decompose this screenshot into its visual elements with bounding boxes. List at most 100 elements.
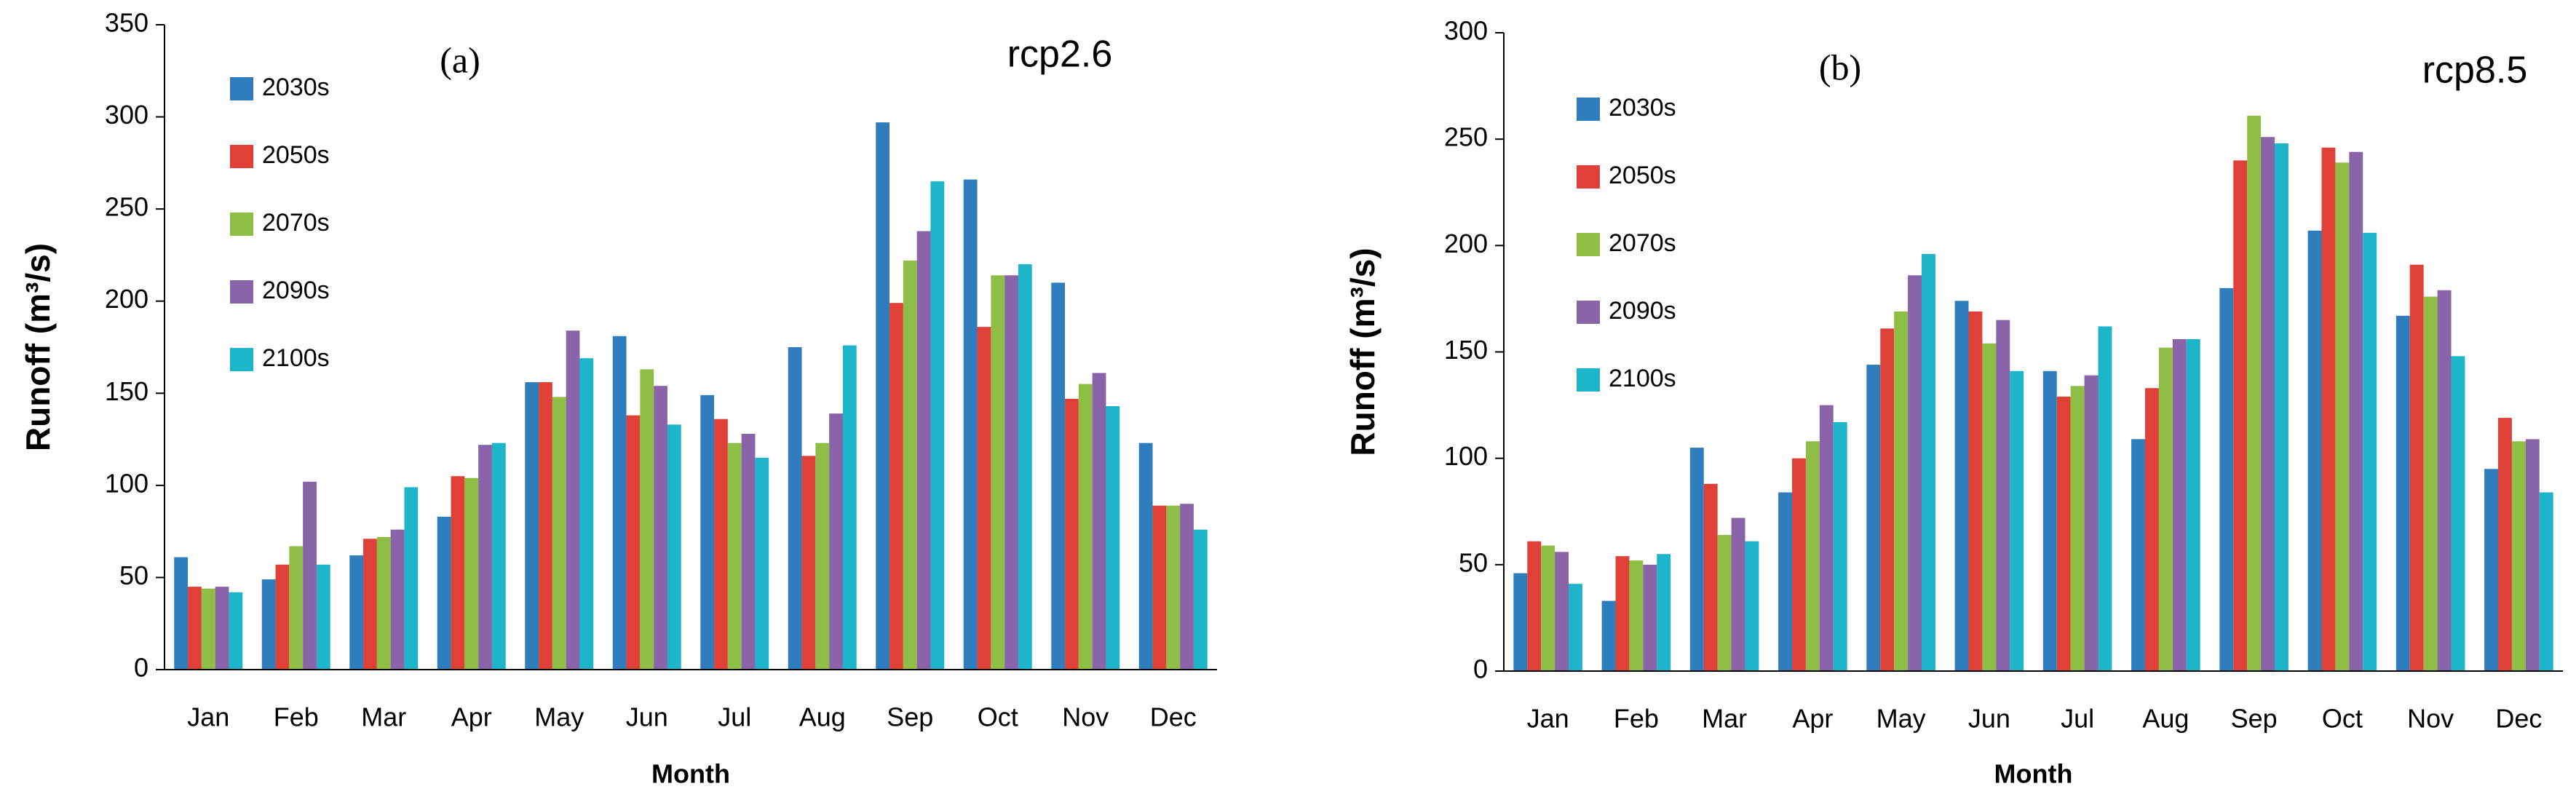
x-tick-label: Apr	[1792, 704, 1833, 734]
panel-label: (b)	[1819, 47, 1861, 87]
legend-label: 2100s	[262, 344, 330, 372]
bar	[215, 587, 229, 670]
y-axis-title: Runoff (m³/s)	[1344, 247, 1382, 456]
x-tick-label: Apr	[451, 702, 492, 732]
bar	[188, 587, 202, 670]
bar	[1866, 365, 1881, 671]
x-tick-label: Aug	[799, 702, 846, 732]
bar	[478, 445, 492, 670]
bar	[755, 457, 769, 670]
y-tick-label: 100	[1444, 441, 1488, 471]
bar	[525, 382, 539, 670]
bar	[1996, 320, 2010, 671]
x-tick-label: Jul	[2061, 704, 2094, 734]
bar	[1657, 554, 1671, 671]
x-tick-label: Jun	[626, 702, 668, 732]
legend-swatch	[1577, 98, 1600, 121]
bar	[349, 555, 364, 670]
bar	[1778, 492, 1793, 671]
bar	[2525, 439, 2540, 671]
bar	[1745, 541, 1759, 671]
bar	[2042, 370, 2057, 671]
x-tick-label: Mar	[361, 702, 406, 732]
bar	[2084, 375, 2099, 671]
bar	[700, 394, 715, 670]
bar	[1555, 552, 1569, 671]
bar	[2511, 441, 2526, 671]
legend-label: 2050s	[1609, 162, 1676, 189]
legend-swatch	[230, 280, 253, 304]
bar	[2219, 288, 2234, 671]
x-axis-title: Month	[1994, 759, 2073, 789]
bar	[2131, 439, 2146, 671]
bar	[2451, 356, 2465, 671]
bar	[303, 481, 317, 670]
bar	[1051, 282, 1066, 670]
panel-label: (a)	[440, 39, 480, 80]
y-tick-label: 50	[119, 560, 148, 590]
bar	[376, 536, 391, 670]
bar	[2010, 370, 2024, 671]
y-tick-label: 150	[1444, 335, 1488, 365]
x-tick-label: Aug	[2142, 704, 2189, 734]
bar	[889, 303, 903, 670]
chart-title: rcp8.5	[2422, 49, 2528, 92]
bar	[1982, 343, 1997, 671]
bar	[464, 477, 479, 670]
bar	[539, 382, 552, 670]
bar	[174, 557, 189, 670]
bar	[916, 231, 931, 670]
x-tick-label: Jun	[1968, 704, 2010, 734]
x-tick-label: Oct	[2322, 704, 2363, 734]
y-tick-label: 300	[1444, 16, 1488, 46]
bar	[552, 397, 566, 670]
bar	[2307, 230, 2322, 671]
x-tick-label: Sep	[887, 702, 933, 732]
x-tick-label: Dec	[2495, 704, 2542, 734]
legend-label: 2030s	[1609, 94, 1676, 122]
x-tick-label: Feb	[274, 702, 319, 732]
bar	[1018, 264, 1032, 670]
bar	[1166, 505, 1181, 670]
x-tick-label: Mar	[1702, 704, 1747, 734]
bar	[404, 487, 419, 670]
bar	[2261, 137, 2275, 671]
bar	[316, 564, 330, 670]
bar	[727, 443, 742, 670]
bar	[2172, 338, 2187, 671]
legend-label: 2090s	[262, 277, 330, 304]
bar	[363, 539, 377, 670]
legend-label: 2030s	[262, 74, 330, 101]
bar	[1819, 405, 1834, 671]
y-tick-label: 150	[105, 376, 148, 406]
bar	[1880, 328, 1895, 671]
bar	[1078, 384, 1093, 670]
x-tick-label: Feb	[1614, 704, 1659, 734]
bar	[2335, 162, 2350, 671]
bar	[1065, 398, 1079, 670]
bar	[1921, 254, 1935, 671]
bar	[640, 369, 654, 670]
legend-label: 2100s	[1609, 365, 1676, 392]
bar	[1092, 373, 1106, 670]
bar	[1568, 584, 1582, 671]
bar	[2098, 326, 2112, 671]
bar	[1731, 518, 1745, 671]
bar	[1106, 406, 1120, 670]
y-tick-label: 350	[105, 8, 148, 38]
bar	[566, 330, 580, 670]
x-tick-label: May	[534, 702, 584, 732]
chart-title: rcp2.6	[1007, 33, 1113, 76]
bar	[2158, 347, 2173, 671]
y-tick-label: 250	[105, 192, 148, 222]
bar	[579, 358, 594, 670]
bar	[2409, 264, 2424, 672]
bar	[626, 415, 641, 670]
legend-swatch	[1577, 368, 1600, 392]
bar	[1717, 534, 1732, 671]
x-tick-label: Nov	[2407, 704, 2454, 734]
y-tick-label: 50	[1459, 547, 1488, 577]
bar	[714, 419, 728, 670]
bar	[2056, 396, 2071, 671]
